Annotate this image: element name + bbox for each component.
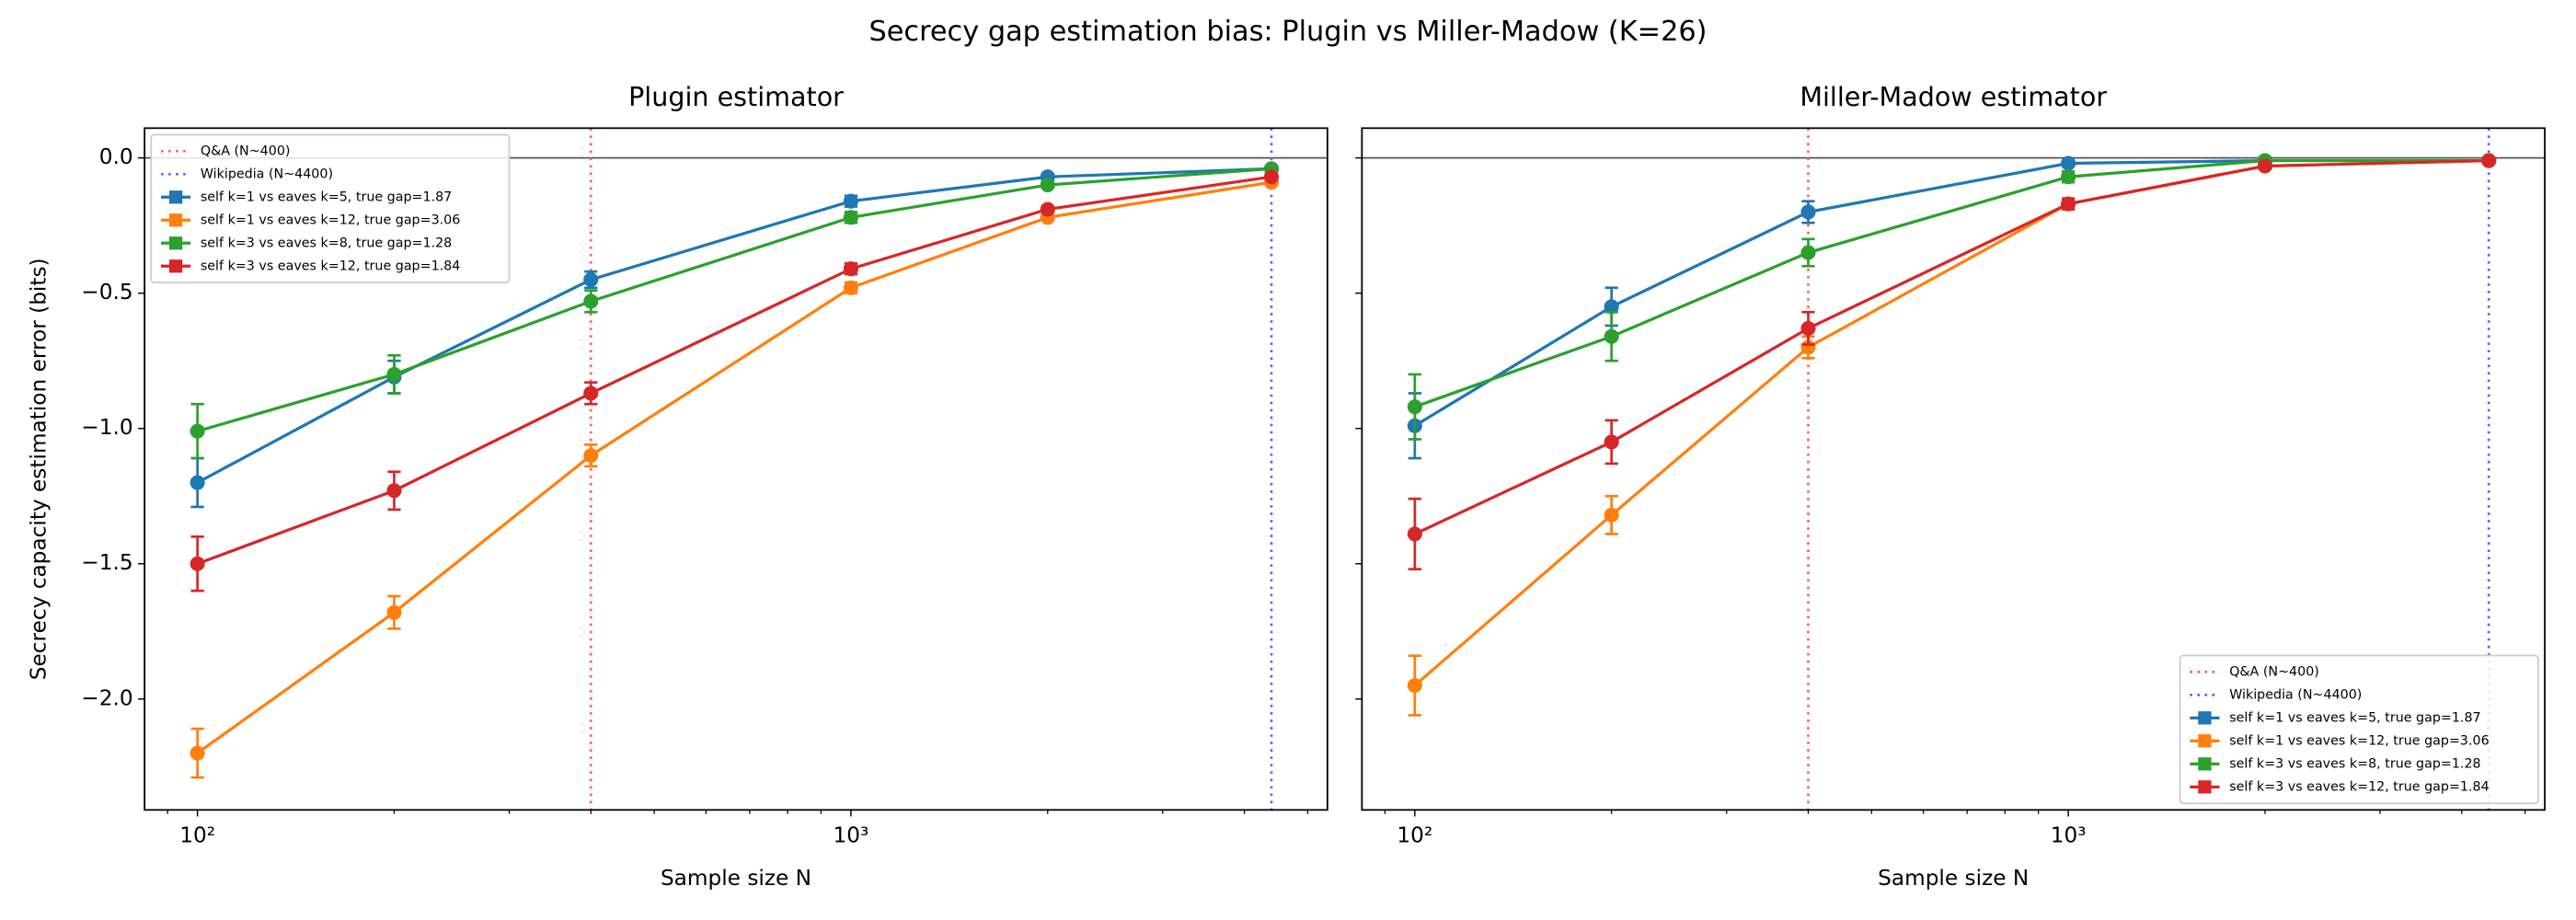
panel: Plugin estimator Sample size N Secrecy cap…: [26, 81, 1328, 891]
x-tick-label: 10³: [834, 822, 869, 847]
x-tick-label: 10³: [2051, 822, 2087, 847]
panel-title: Plugin estimator: [628, 81, 844, 112]
legend: Q&A (N~400) Wikipedia (N~4400) self k=1 vs…: [150, 133, 511, 284]
legend-label: self k=3 vs eaves k=12, true gap=1.84: [201, 259, 461, 273]
series-line: [1413, 158, 2490, 687]
marker: [1800, 204, 1816, 220]
legend-marker: [168, 190, 183, 204]
figure-title: Secrecy gap estimation bias: Plugin vs M…: [868, 16, 1707, 48]
legend-marker: [168, 213, 183, 227]
marker: [843, 261, 858, 277]
marker: [386, 483, 402, 499]
x-axis-label: Sample size N: [1878, 866, 2029, 891]
legend-label: Wikipedia (N~4400): [201, 167, 333, 181]
legend-label: self k=1 vs eaves k=5, true gap=1.87: [201, 190, 452, 204]
legend-marker: [2198, 757, 2212, 771]
legend-label: Q&A (N~400): [2229, 664, 2319, 679]
y-tick-label: −1.5: [81, 550, 132, 575]
y-tick-label: −2.0: [81, 685, 132, 710]
marker: [1800, 245, 1816, 260]
marker: [2061, 155, 2076, 171]
marker: [1604, 434, 1619, 450]
marker: [1040, 178, 1055, 193]
marker: [1604, 299, 1619, 315]
marker: [1800, 320, 1816, 336]
marker: [1407, 526, 1422, 542]
marker: [190, 475, 205, 490]
y-axis-label: Secrecy capacity estimation error (bits): [26, 258, 51, 680]
marker: [2481, 153, 2497, 168]
marker: [2257, 158, 2273, 174]
marker: [190, 745, 205, 761]
marker: [583, 448, 599, 464]
series-line: [197, 167, 1272, 433]
y-tick-label: −0.5: [81, 280, 132, 305]
plot-frame: [1361, 127, 2546, 811]
legend-marker: [168, 236, 183, 250]
marker: [1604, 328, 1619, 344]
y-tick-label: −1.0: [81, 415, 132, 440]
marker: [1040, 201, 1055, 217]
legend-marker: [2198, 711, 2212, 725]
x-tick-label: 10²: [179, 822, 215, 847]
legend-label: self k=3 vs eaves k=8, true gap=1.28: [2229, 756, 2480, 771]
legend-label: self k=3 vs eaves k=8, true gap=1.28: [201, 236, 452, 250]
series-line: [1414, 158, 2490, 428]
marker: [2061, 196, 2076, 212]
legend-marker: [168, 259, 183, 273]
panel: Miller-Madow estimator Sample size N 10² 10…: [1355, 81, 2546, 891]
legend-box: [150, 133, 511, 284]
series-line: [1414, 158, 2490, 535]
marker: [1407, 399, 1422, 415]
x-axis-label: Sample size N: [661, 866, 811, 891]
legend-label: self k=1 vs eaves k=12, true gap=3.06: [201, 213, 461, 227]
marker: [583, 293, 599, 309]
marker: [1407, 678, 1422, 694]
legend: Q&A (N~400) Wikipedia (N~4400) self k=1 vs…: [2179, 654, 2539, 805]
series-line: [196, 167, 1272, 484]
marker: [386, 366, 402, 382]
y-tick-label: 0.0: [99, 144, 133, 169]
marker: [1604, 507, 1619, 523]
plot-frame: [144, 127, 1328, 811]
marker: [2061, 169, 2076, 185]
panel-title: Miller-Madow estimator: [1800, 81, 2107, 112]
marker: [583, 385, 599, 401]
marker: [843, 210, 858, 225]
legend-label: self k=1 vs eaves k=5, true gap=1.87: [2229, 710, 2480, 725]
series-line: [197, 175, 1272, 566]
marker: [386, 604, 402, 620]
legend-label: Q&A (N~400): [201, 144, 291, 158]
marker: [190, 556, 205, 571]
series-line: [1414, 158, 2490, 408]
legend-marker: [2198, 780, 2212, 794]
marker: [843, 280, 858, 295]
marker: [583, 271, 599, 288]
legend-label: self k=3 vs eaves k=12, true gap=1.84: [2229, 779, 2489, 794]
x-tick-label: 10²: [1397, 822, 1432, 847]
legend-label: Wikipedia (N~4400): [2229, 687, 2362, 702]
legend-label: self k=1 vs eaves k=12, true gap=3.06: [2229, 733, 2489, 748]
marker: [190, 423, 205, 439]
series-line: [196, 180, 1272, 754]
legend-box: [2179, 654, 2539, 805]
marker: [843, 193, 858, 209]
marker: [1263, 169, 1280, 185]
legend-marker: [2198, 734, 2212, 748]
